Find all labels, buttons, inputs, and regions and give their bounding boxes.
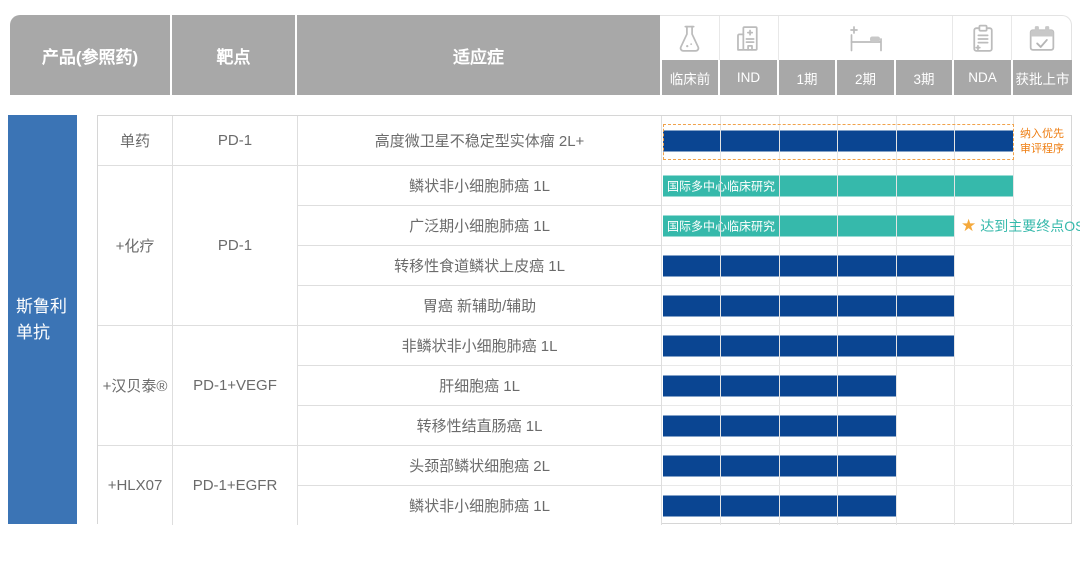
phase-grid-col bbox=[955, 246, 1014, 285]
phase-grid-col bbox=[955, 486, 1014, 525]
pipeline-bar bbox=[663, 130, 1013, 151]
phase-grid-col bbox=[955, 446, 1014, 485]
priority-review-annotation: 纳入优先审评程序 bbox=[1013, 124, 1070, 160]
phase-grid-col bbox=[955, 406, 1014, 445]
timeline-row bbox=[662, 285, 1073, 325]
star-icon: ★ bbox=[961, 216, 977, 235]
product-sidebar: 斯鲁利单抗 bbox=[8, 115, 77, 524]
phase-grid-col bbox=[1014, 286, 1073, 325]
phase-grid-col bbox=[955, 286, 1014, 325]
table-header-phases: 临床前 IND 1期 2期 3期 NDA 获批上市 bbox=[660, 15, 1072, 95]
phase-grid-col bbox=[1014, 366, 1073, 405]
indication-cell: 鳞状非小细胞肺癌 1L bbox=[298, 485, 662, 525]
phase-label-5: NDA bbox=[954, 60, 1013, 95]
clipboard-icon bbox=[966, 22, 999, 55]
pipeline-bar bbox=[663, 335, 954, 356]
pipeline-bar bbox=[663, 495, 896, 516]
timeline-row: 国际多中心临床研究 ★ 达到主要终点OS bbox=[662, 205, 1080, 245]
phase-grid-col bbox=[897, 366, 955, 405]
phase-grid-col bbox=[955, 326, 1014, 365]
indication-cell: 转移性食道鳞状上皮癌 1L bbox=[298, 245, 662, 285]
phase-label-row: 临床前 IND 1期 2期 3期 NDA 获批上市 bbox=[660, 60, 1072, 95]
target-cell: PD-1+EGFR bbox=[173, 445, 298, 525]
regimen-cell: +汉贝泰® bbox=[98, 325, 173, 445]
phase-grid-col bbox=[1014, 326, 1073, 365]
phase-grid-col bbox=[1014, 486, 1073, 525]
phase-label-6: 获批上市 bbox=[1015, 71, 1070, 87]
pipeline-bar: 国际多中心临床研究 bbox=[663, 215, 954, 236]
indication-cell: 高度微卫星不稳定型实体瘤 2L+ bbox=[298, 116, 662, 165]
timeline-row bbox=[662, 485, 1073, 525]
phase-icon-cell bbox=[660, 16, 720, 60]
calendar-check-icon bbox=[1025, 22, 1058, 55]
header-indication-column: 适应症 bbox=[453, 47, 504, 67]
product-name-label: 斯鲁利单抗 bbox=[16, 297, 67, 342]
phase-grid-col bbox=[897, 406, 955, 445]
phase-grid-col bbox=[1014, 406, 1073, 445]
pipeline-bar bbox=[663, 375, 896, 396]
phase-grid-col bbox=[1014, 446, 1073, 485]
bar-label: 国际多中心临床研究 bbox=[667, 179, 776, 193]
timeline-row: 纳入优先审评程序 bbox=[662, 116, 1073, 165]
target-cell: PD-1+VEGF bbox=[173, 325, 298, 445]
timeline-row bbox=[662, 245, 1073, 285]
pipeline-bar: 国际多中心临床研究 bbox=[663, 175, 1013, 196]
timeline-row bbox=[662, 445, 1073, 485]
phase-label-4: 3期 bbox=[896, 60, 954, 95]
indication-cell: 转移性结直肠癌 1L bbox=[298, 405, 662, 445]
indication-cell: 广泛期小细胞肺癌 1L bbox=[298, 205, 662, 245]
target-cell: PD-1 bbox=[173, 116, 298, 165]
timeline-row: 国际多中心临床研究 bbox=[662, 165, 1073, 205]
pipeline-bar bbox=[663, 295, 954, 316]
timeline-row bbox=[662, 365, 1073, 405]
pipeline-bar bbox=[663, 415, 896, 436]
regimen-cell: +化疗 bbox=[98, 165, 173, 325]
indication-cell: 鳞状非小细胞肺癌 1L bbox=[298, 165, 662, 205]
indication-cell: 肝细胞癌 1L bbox=[298, 365, 662, 405]
hospital-icon bbox=[732, 22, 765, 55]
target-cell: PD-1 bbox=[173, 165, 298, 325]
hospital-bed-icon bbox=[844, 22, 888, 55]
table-header-left: 产品(参照药) 靶点 适应症 bbox=[10, 15, 660, 95]
phase-icon-cell bbox=[953, 16, 1013, 60]
phase-grid-col bbox=[897, 486, 955, 525]
bar-label: 国际多中心临床研究 bbox=[667, 219, 776, 233]
pipeline-bar bbox=[663, 255, 954, 276]
indication-cell: 头颈部鳞状细胞癌 2L bbox=[298, 445, 662, 485]
timeline-row bbox=[662, 405, 1073, 445]
regimen-cell: +HLX07 bbox=[98, 445, 173, 525]
indication-cell: 非鳞状非小细胞肺癌 1L bbox=[298, 325, 662, 365]
phase-icon-cell bbox=[720, 16, 779, 60]
phase-icon-row bbox=[660, 15, 1072, 60]
pipeline-bar bbox=[663, 455, 896, 476]
phase-label-2: 1期 bbox=[779, 60, 837, 95]
phase-grid-col bbox=[897, 446, 955, 485]
pipeline-table: 单药 PD-1 +化疗 PD-1 +汉贝泰® PD-1+VEGF +HLX07 PD-1+EG… bbox=[97, 115, 1080, 525]
indication-cell: 胃癌 新辅助/辅助 bbox=[298, 285, 662, 325]
phase-icon-cell bbox=[779, 16, 954, 60]
milestone-text: 达到主要终点OS bbox=[980, 217, 1080, 234]
phase-label-3: 2期 bbox=[837, 60, 896, 95]
header-target-column: 靶点 bbox=[172, 15, 297, 95]
timeline-row bbox=[662, 325, 1073, 365]
phase-grid-col bbox=[1014, 246, 1073, 285]
phase-grid-col bbox=[1014, 166, 1073, 205]
flask-icon bbox=[673, 22, 706, 55]
header-product-column: 产品(参照药) bbox=[10, 15, 172, 95]
phase-icon-cell bbox=[1012, 16, 1071, 60]
phase-label-1: IND bbox=[720, 60, 779, 95]
regimen-cell: 单药 bbox=[98, 116, 173, 165]
milestone: ★ 达到主要终点OS bbox=[961, 216, 1080, 236]
phase-grid-col bbox=[955, 366, 1014, 405]
phase-label-0: 临床前 bbox=[660, 60, 720, 95]
